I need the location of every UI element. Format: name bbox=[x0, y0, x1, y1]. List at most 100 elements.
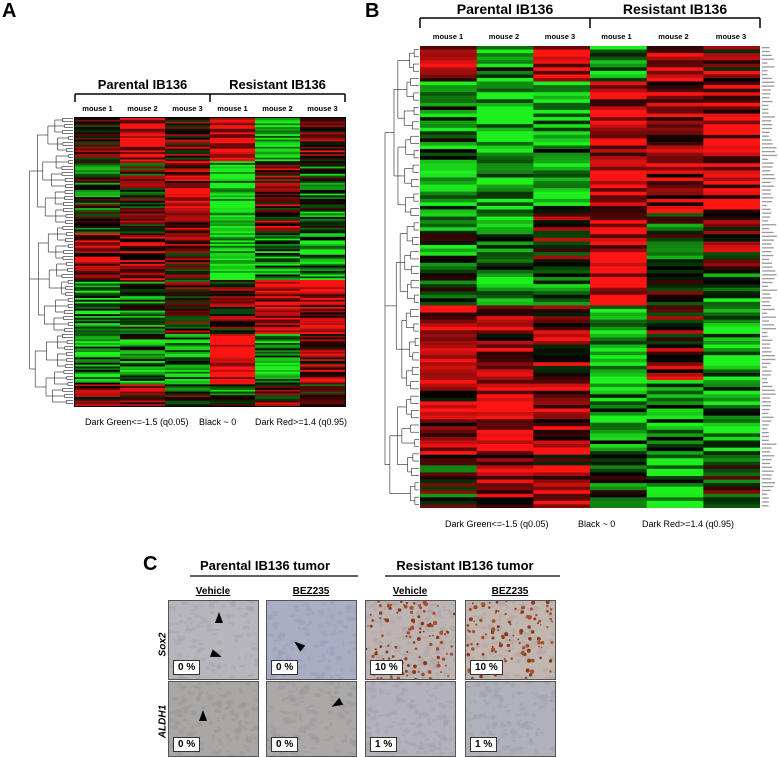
heatmap-cell bbox=[300, 119, 345, 123]
tissue-texture bbox=[315, 676, 323, 679]
heatmap-cell bbox=[120, 400, 166, 403]
heatmap-cell bbox=[300, 215, 345, 218]
heatmap-cell bbox=[476, 227, 534, 232]
heatmap-cell bbox=[533, 415, 591, 420]
tissue-texture bbox=[427, 718, 431, 722]
heatmap-cell bbox=[590, 458, 648, 463]
tissue-texture bbox=[497, 615, 502, 622]
heatmap-cell bbox=[300, 159, 345, 162]
heatmap-cell bbox=[703, 141, 760, 147]
tissue-texture bbox=[333, 686, 340, 690]
gene-label-mark bbox=[762, 181, 771, 184]
heatmap-cell bbox=[210, 229, 256, 232]
heatmap-cell bbox=[646, 237, 704, 243]
heatmap-cell bbox=[75, 330, 121, 333]
heatmap-cell bbox=[120, 265, 166, 268]
heatmap-cell bbox=[420, 198, 478, 203]
heatmap-cell bbox=[120, 202, 166, 205]
heatmap-cell bbox=[703, 500, 760, 506]
heatmap-cell bbox=[703, 188, 760, 193]
heatmap-cell bbox=[533, 92, 591, 97]
stained-nucleus bbox=[428, 677, 433, 679]
stained-nucleus bbox=[495, 601, 499, 604]
tissue-texture bbox=[476, 615, 484, 620]
heatmap-cell bbox=[300, 357, 345, 360]
heatmap-cell bbox=[210, 253, 256, 256]
tissue-texture bbox=[428, 630, 436, 633]
heatmap-cell bbox=[420, 259, 478, 264]
panel-a-col-2: mouse 2 bbox=[127, 104, 158, 113]
heatmap-cell bbox=[300, 222, 345, 225]
heatmap-cell bbox=[590, 209, 648, 214]
heatmap-cell bbox=[120, 222, 166, 225]
heatmap-cell bbox=[703, 461, 760, 466]
tissue-texture bbox=[304, 706, 312, 709]
stained-nucleus bbox=[411, 618, 415, 623]
tissue-texture bbox=[213, 729, 220, 733]
heatmap-cell bbox=[75, 283, 121, 286]
heatmap-cell bbox=[255, 332, 301, 335]
heatmap-cell bbox=[476, 60, 534, 65]
tissue-texture bbox=[402, 625, 410, 632]
tissue-texture bbox=[223, 613, 232, 619]
heatmap-cell bbox=[590, 316, 648, 321]
panel-b-col-2: mouse 2 bbox=[488, 32, 520, 41]
gene-label-mark bbox=[762, 204, 768, 207]
heatmap-cell bbox=[255, 209, 301, 213]
heatmap-cell bbox=[420, 273, 478, 278]
heatmap-cell bbox=[165, 384, 211, 387]
stained-nucleus bbox=[497, 610, 500, 613]
heatmap-cell bbox=[210, 404, 256, 406]
tissue-texture bbox=[314, 692, 320, 697]
heatmap-cell bbox=[590, 333, 648, 339]
heatmap-cell bbox=[533, 422, 591, 427]
gene-label-mark bbox=[762, 366, 768, 368]
heatmap-cell bbox=[300, 384, 345, 387]
heatmap-cell bbox=[210, 226, 256, 229]
heatmap-cell bbox=[165, 319, 211, 322]
tissue-texture bbox=[174, 720, 182, 725]
heatmap-cell bbox=[703, 422, 760, 427]
heatmap-cell bbox=[646, 337, 704, 342]
heatmap-cell bbox=[120, 251, 166, 254]
heatmap-cell bbox=[120, 362, 166, 366]
heatmap-cell bbox=[165, 285, 211, 288]
heatmap-cell bbox=[300, 303, 345, 306]
tissue-texture bbox=[194, 656, 197, 661]
arrowhead-icon bbox=[215, 612, 223, 623]
tissue-texture bbox=[337, 676, 344, 679]
heatmap-cell bbox=[75, 240, 121, 243]
tissue-texture bbox=[544, 682, 550, 686]
stained-nucleus bbox=[444, 633, 447, 636]
heatmap-cell bbox=[210, 244, 256, 247]
heatmap-cell bbox=[210, 231, 256, 234]
heatmap-cell bbox=[120, 280, 166, 283]
stained-nucleus bbox=[435, 635, 440, 640]
heatmap-cell bbox=[210, 357, 256, 360]
gene-label-mark bbox=[762, 297, 772, 299]
heatmap-cell bbox=[646, 269, 704, 275]
tissue-texture bbox=[232, 601, 237, 607]
heatmap-cell bbox=[533, 88, 591, 93]
heatmap-cell bbox=[590, 237, 648, 243]
heatmap-cell bbox=[210, 281, 256, 285]
tissue-texture bbox=[282, 632, 285, 638]
heatmap-cell bbox=[420, 159, 478, 164]
heatmap-cell bbox=[590, 145, 648, 150]
heatmap-cell bbox=[120, 348, 166, 351]
stained-nucleus bbox=[445, 652, 448, 655]
tissue-texture bbox=[399, 698, 403, 702]
heatmap-cell bbox=[255, 335, 301, 339]
heatmap-cell bbox=[476, 308, 534, 314]
stained-nucleus bbox=[369, 624, 373, 628]
tissue-texture bbox=[366, 731, 372, 733]
heatmap-cell bbox=[120, 213, 166, 216]
heatmap-cell bbox=[300, 389, 345, 393]
heatmap-cell bbox=[210, 335, 256, 339]
tissue-texture bbox=[269, 614, 277, 617]
heatmap-cell bbox=[255, 299, 301, 303]
tissue-texture bbox=[198, 690, 204, 695]
heatmap-cell bbox=[533, 198, 591, 203]
tissue-texture bbox=[272, 622, 279, 627]
heatmap-cell bbox=[703, 205, 760, 211]
